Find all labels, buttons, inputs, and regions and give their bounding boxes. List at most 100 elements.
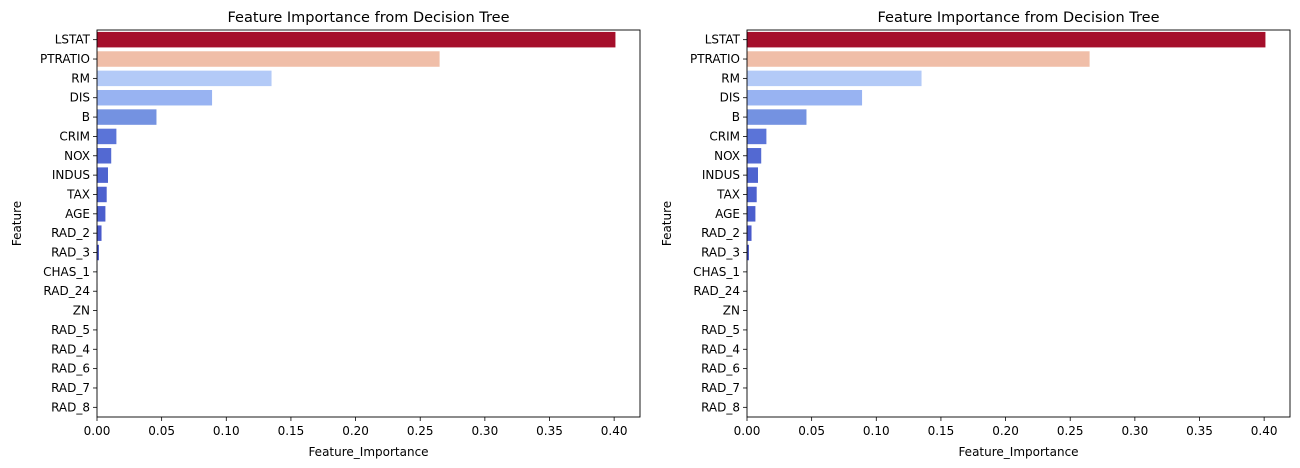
y-tick-label: NOX [64, 149, 90, 163]
x-tick-label: 0.05 [148, 424, 175, 438]
bar-indus [97, 167, 108, 183]
bar-rm [97, 70, 272, 87]
x-tick-label: 0.10 [213, 424, 240, 438]
bar-rm [747, 70, 922, 87]
x-tick-label: 0.15 [928, 424, 955, 438]
bar-tax [97, 186, 107, 203]
x-tick-label: 0.40 [601, 424, 628, 438]
x-axis-label: Feature_Importance [958, 445, 1078, 459]
y-tick-label: LSTAT [705, 33, 741, 47]
y-tick-label: B [732, 110, 740, 124]
y-tick-label: AGE [65, 207, 90, 221]
plot-frame [746, 29, 1291, 418]
y-tick-label: CHAS_1 [43, 265, 90, 279]
y-tick-label: RAD_8 [701, 400, 740, 414]
y-tick-label: INDUS [702, 168, 740, 182]
bar-rad-3 [747, 244, 749, 261]
y-tick-label: ZN [723, 304, 740, 318]
y-tick-label: RAD_5 [701, 323, 740, 337]
bar-dis [747, 89, 863, 106]
y-tick-label: RAD_24 [693, 284, 740, 298]
bar-crim [97, 128, 117, 145]
y-tick-label: RM [721, 71, 740, 85]
bar-age [97, 206, 106, 222]
y-tick-label: RM [71, 71, 90, 85]
y-tick-labels: LSTAT PTRATIO RM DIS B CRIM NOX INDUS TAX AGE RAD_… [40, 33, 97, 414]
y-tick-label: B [82, 110, 90, 124]
y-tick-label: RAD_2 [51, 226, 90, 240]
x-tick-labels: 0.00 0.05 0.10 0.15 0.20 0.25 0.30 0.35 0.40 [84, 417, 628, 438]
y-tick-label: RAD_4 [51, 342, 90, 356]
left-feature-importance-chart: Feature Importance from Decision Tree LS… [10, 10, 641, 459]
x-tick-labels: 0.00 0.05 0.10 0.15 0.20 0.25 0.30 0.35 0.40 [734, 417, 1278, 438]
left-chart-panel: Feature Importance from Decision Tree LS… [10, 10, 641, 459]
x-tick-label: 0.20 [992, 424, 1019, 438]
y-tick-label: RAD_6 [51, 362, 90, 376]
y-tick-label: INDUS [52, 168, 90, 182]
bars-group [97, 31, 616, 319]
chart-title: Feature Importance from Decision Tree [877, 10, 1159, 26]
y-tick-label: TAX [66, 187, 90, 201]
bar-dis [97, 89, 213, 106]
x-tick-label: 0.00 [734, 424, 761, 438]
x-tick-label: 0.35 [1186, 424, 1213, 438]
y-tick-label: LSTAT [55, 33, 91, 47]
y-tick-label: RAD_8 [51, 400, 90, 414]
y-tick-label: CRIM [709, 129, 740, 143]
bar-crim [747, 128, 767, 145]
bar-rad-3 [97, 244, 99, 261]
x-tick-label: 0.30 [1121, 424, 1148, 438]
y-tick-label: CRIM [59, 129, 90, 143]
y-tick-label: NOX [714, 149, 740, 163]
x-tick-label: 0.35 [536, 424, 563, 438]
x-tick-label: 0.25 [407, 424, 434, 438]
y-tick-label: RAD_5 [51, 323, 90, 337]
x-tick-label: 0.00 [84, 424, 111, 438]
x-tick-label: 0.20 [342, 424, 369, 438]
y-tick-labels: LSTAT PTRATIO RM DIS B CRIM NOX INDUS TAX AGE RAD_… [690, 33, 747, 414]
plot-frame [96, 29, 641, 418]
y-tick-label: ZN [73, 304, 90, 318]
y-tick-label: CHAS_1 [693, 265, 740, 279]
y-tick-label: RAD_24 [43, 284, 90, 298]
bar-tax [747, 186, 757, 203]
bar-nox [97, 148, 112, 164]
bar-rad-2 [97, 225, 102, 241]
y-tick-label: RAD_3 [51, 246, 90, 260]
y-tick-label: RAD_3 [701, 246, 740, 260]
bar-lstat [97, 31, 616, 48]
y-tick-label: RAD_2 [701, 226, 740, 240]
bar-b [747, 109, 807, 125]
bar-ptratio [747, 51, 1090, 67]
bar-nox [747, 148, 762, 164]
x-tick-label: 0.10 [863, 424, 890, 438]
y-tick-label: RAD_6 [701, 362, 740, 376]
y-tick-label: RAD_4 [701, 342, 740, 356]
y-tick-label: AGE [715, 207, 740, 221]
x-tick-label: 0.05 [798, 424, 825, 438]
bar-ptratio [97, 51, 440, 67]
y-axis-label: Feature [10, 201, 24, 246]
right-feature-importance-chart: Feature Importance from Decision Tree LS… [660, 10, 1291, 459]
bar-lstat [747, 31, 1266, 48]
y-tick-label: PTRATIO [690, 52, 740, 66]
right-chart-panel: Feature Importance from Decision Tree LS… [650, 0, 1300, 468]
bars-group [747, 31, 1266, 319]
x-tick-label: 0.30 [471, 424, 498, 438]
chart-title: Feature Importance from Decision Tree [227, 10, 509, 26]
y-tick-label: TAX [716, 187, 740, 201]
x-tick-label: 0.40 [1251, 424, 1278, 438]
bar-indus [747, 167, 758, 183]
bar-age [747, 206, 756, 222]
y-tick-label: RAD_7 [701, 381, 740, 395]
bar-b [97, 109, 157, 125]
x-tick-label: 0.15 [278, 424, 305, 438]
x-axis-label: Feature_Importance [308, 445, 428, 459]
y-tick-label: DIS [70, 91, 90, 105]
y-tick-label: PTRATIO [40, 52, 90, 66]
y-axis-label: Feature [660, 201, 674, 246]
y-tick-label: DIS [720, 91, 740, 105]
x-tick-label: 0.25 [1057, 424, 1084, 438]
bar-rad-2 [747, 225, 752, 241]
y-tick-label: RAD_7 [51, 381, 90, 395]
